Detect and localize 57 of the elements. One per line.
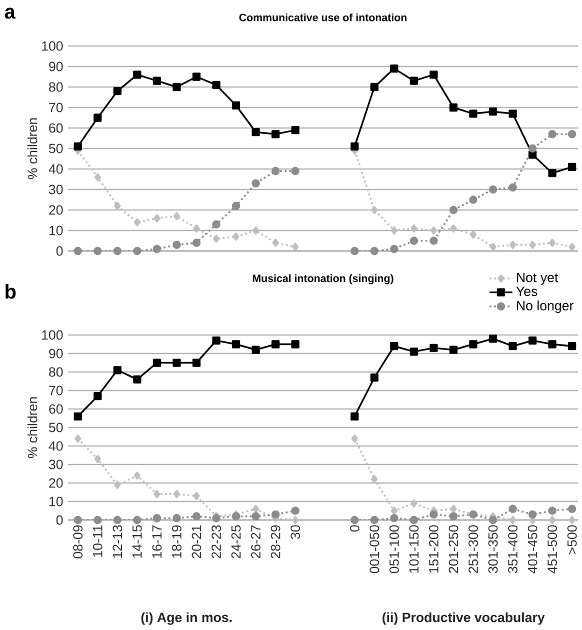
- y-tick-label: 10: [49, 496, 63, 506]
- y-tick-label: 40: [48, 441, 63, 451]
- y-tick-label: 90: [49, 62, 63, 72]
- y-axis-title: % children: [27, 118, 38, 180]
- x-tick-label: 201-250: [448, 525, 458, 573]
- x-tick-label: 28-29: [270, 525, 280, 558]
- y-tick-label: 20: [49, 205, 63, 215]
- x-tick-label: 24-25: [231, 525, 241, 558]
- y-tick-label: 20: [49, 478, 63, 488]
- y-tick-label: 70: [49, 102, 63, 112]
- y-tick-label: 80: [49, 367, 63, 377]
- y-tick-label: 50: [49, 422, 63, 432]
- x-tick-label: 16-17: [152, 525, 162, 558]
- x-tick-label: 20-21: [192, 525, 202, 558]
- text: (i) Age in mos.: [141, 612, 232, 625]
- x-tick-label: 251-300: [468, 525, 478, 573]
- y-tick-label: 50: [49, 144, 63, 154]
- x-tick-label: 101-150: [409, 525, 419, 573]
- x-tick-label: 301-350: [488, 525, 498, 574]
- legend-label: Yes: [516, 286, 538, 296]
- y-tick-label: 10: [49, 226, 63, 236]
- text: a: [4, 8, 16, 19]
- y-tick-label: 30: [48, 460, 63, 470]
- y-tick-label: 40: [48, 164, 63, 174]
- y-tick-label: 100: [42, 330, 63, 340]
- y-tick-label: 30: [48, 184, 63, 194]
- legend-label: Not yet: [517, 272, 558, 285]
- y-tick-label: 60: [49, 404, 63, 414]
- y-tick-label: 0: [56, 246, 63, 256]
- x-tick-label: 051-100: [389, 525, 399, 574]
- y-tick-label: 90: [49, 348, 63, 358]
- x-tick-label: 401-450: [528, 525, 538, 574]
- x-tick-label: 151-200: [428, 525, 438, 573]
- legend-label: No longer: [517, 300, 574, 313]
- text: b: [6, 284, 16, 299]
- y-axis-title: % children: [27, 397, 38, 458]
- chart-title: Musical intonation (singing): [252, 274, 394, 284]
- y-tick-label: 0: [56, 515, 63, 525]
- y-tick-label: 100: [42, 41, 63, 51]
- x-tick-label: 26-27: [251, 525, 261, 558]
- y-tick-label: 70: [49, 386, 63, 396]
- x-tick-label: 0: [350, 525, 360, 532]
- y-tick-label: 60: [49, 123, 63, 133]
- x-tick-label: 14-15: [132, 525, 142, 558]
- y-tick-label: 80: [49, 82, 63, 92]
- x-tick-label: 18-19: [172, 525, 182, 558]
- x-tick-label: >500: [567, 525, 577, 554]
- x-tick-label: 08-09: [73, 525, 83, 558]
- text: (ii) Productive vocabulary: [382, 612, 545, 625]
- chart-title: Communicative use of intonation: [239, 13, 406, 22]
- x-tick-label: 451-500: [548, 525, 558, 574]
- x-tick-label: 351-400: [508, 525, 518, 574]
- x-tick-label: 10-11: [92, 525, 102, 557]
- x-tick-label: 30: [290, 525, 300, 540]
- x-tick-label: 12-13: [112, 525, 122, 558]
- x-tick-label: 22-23: [212, 525, 221, 558]
- x-tick-label: 001-050: [370, 525, 380, 574]
